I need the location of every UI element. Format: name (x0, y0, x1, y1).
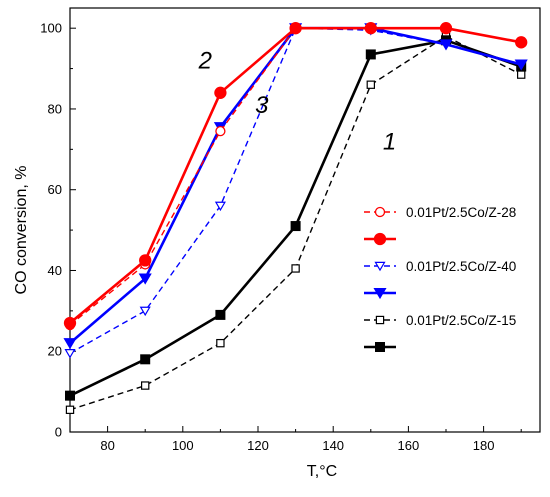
data-point (365, 49, 376, 60)
data-point (140, 354, 151, 365)
data-point (215, 309, 226, 320)
series-line (69, 27, 522, 326)
annotations: 2 3 1 (198, 48, 397, 156)
plot-frame (69, 7, 541, 433)
legend-label: 0.01Pt/2.5Co/Z-40 (406, 259, 516, 274)
data-point (374, 261, 386, 272)
data-point (515, 36, 528, 49)
curve-label: 2 (198, 48, 212, 75)
data-point (375, 315, 385, 325)
y-axis-label: CO conversion, % (13, 166, 30, 295)
x-tick-label: 100 (172, 438, 194, 453)
data-point (373, 232, 387, 246)
data-point (439, 39, 453, 51)
data-point (138, 273, 152, 285)
legend-item (364, 232, 396, 246)
data-point (215, 126, 226, 137)
y-tick-label: 80 (48, 101, 62, 116)
data-point (65, 405, 75, 414)
data-point (373, 288, 387, 300)
data-point (214, 201, 226, 212)
data-point (291, 264, 300, 273)
x-tick-label: 120 (247, 438, 269, 453)
legend-item (364, 342, 396, 353)
data-point (141, 381, 150, 390)
y-tick-label: 0 (55, 425, 62, 440)
legend-item (364, 288, 396, 300)
curve-label: 3 (255, 92, 269, 119)
x-tick-label: 80 (100, 438, 114, 453)
legend-item: 0.01Pt/2.5Co/Z-40 (364, 259, 516, 274)
data-point (374, 206, 386, 218)
data-point (139, 306, 151, 317)
series-unnamed-3 (63, 23, 528, 350)
y-tick-label: 60 (48, 182, 62, 197)
series-line (69, 26, 522, 324)
data-point (375, 342, 386, 353)
legend-item: 0.01Pt/2.5Co/Z-28 (364, 205, 516, 220)
data-point (439, 22, 453, 35)
legend: 0.01Pt/2.5Co/Z-28 0.01Pt/2.5Co/Z-40 0.01Pt… (364, 205, 516, 353)
x-tick-label: 180 (473, 438, 495, 453)
y-tick-label: 40 (48, 263, 62, 278)
data-point (216, 338, 225, 348)
data-point (63, 316, 77, 330)
data-point (364, 22, 377, 35)
series-0-01pt-2-5co-z-28 (64, 23, 527, 331)
y-tick-label: 20 (48, 344, 62, 359)
x-axis-label: T,°C (307, 463, 337, 480)
data-point (139, 254, 152, 267)
series-line (69, 26, 522, 345)
data-point (289, 22, 302, 35)
x-tick-label: 140 (322, 438, 344, 453)
series-0-01pt-2-5co-z-40 (64, 23, 527, 359)
x-tick-label: 160 (398, 438, 420, 453)
series-0-01pt-2-5co-z-15 (65, 32, 526, 414)
series-group (63, 22, 528, 414)
axes: 80 100 120 140 160 180 0 20 40 60 80 100 (40, 7, 541, 453)
data-point (214, 86, 227, 99)
y-tick-label: 100 (40, 21, 62, 36)
series-unnamed-1 (63, 22, 528, 330)
legend-item: 0.01Pt/2.5Co/Z-15 (364, 313, 516, 328)
data-point (290, 221, 301, 232)
data-point (514, 59, 528, 71)
legend-label: 0.01Pt/2.5Co/Z-28 (406, 205, 516, 220)
data-point (64, 349, 76, 359)
curve-label: 1 (383, 128, 396, 155)
legend-label: 0.01Pt/2.5Co/Z-15 (406, 313, 516, 328)
data-point (366, 80, 376, 89)
data-point (64, 390, 75, 401)
data-point (516, 70, 526, 79)
series-line (69, 27, 522, 354)
data-point (63, 338, 77, 350)
